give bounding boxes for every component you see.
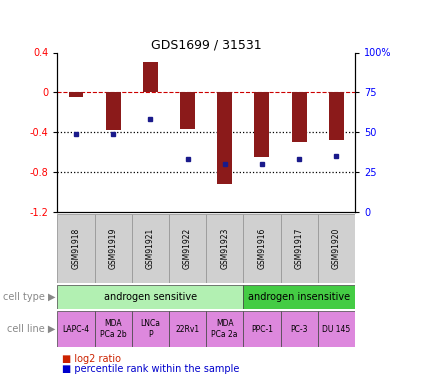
Text: LAPC-4: LAPC-4	[62, 324, 90, 334]
Bar	[169, 214, 206, 283]
Bar	[243, 285, 355, 309]
Bar	[280, 311, 317, 347]
Text: GSM91916: GSM91916	[258, 228, 266, 269]
Text: DU 145: DU 145	[322, 324, 350, 334]
Text: PPC-1: PPC-1	[251, 324, 273, 334]
Bar	[317, 311, 355, 347]
Bar	[57, 285, 243, 309]
Bar	[243, 311, 280, 347]
Text: 22Rv1: 22Rv1	[176, 324, 200, 334]
Text: ■ percentile rank within the sample: ■ percentile rank within the sample	[62, 364, 239, 374]
Text: GSM91920: GSM91920	[332, 228, 341, 269]
Bar	[206, 311, 243, 347]
Text: cell line ▶: cell line ▶	[7, 324, 55, 334]
Bar	[57, 214, 94, 283]
Text: androgen insensitive: androgen insensitive	[248, 292, 350, 302]
Bar	[280, 214, 317, 283]
Text: MDA
PCa 2a: MDA PCa 2a	[212, 320, 238, 339]
Bar	[329, 92, 344, 140]
Bar	[94, 311, 132, 347]
Bar	[255, 92, 269, 157]
Bar	[169, 311, 206, 347]
Bar	[132, 311, 169, 347]
Text: PC-3: PC-3	[290, 324, 308, 334]
Bar	[143, 63, 158, 92]
Bar	[180, 92, 195, 129]
Text: GSM91922: GSM91922	[183, 228, 192, 269]
Bar	[217, 92, 232, 184]
Text: LNCa
P: LNCa P	[140, 320, 160, 339]
Text: GSM91917: GSM91917	[295, 228, 303, 269]
Text: GSM91918: GSM91918	[71, 228, 80, 269]
Bar	[94, 214, 132, 283]
Bar	[243, 214, 280, 283]
Bar	[57, 311, 94, 347]
Title: GDS1699 / 31531: GDS1699 / 31531	[151, 38, 261, 51]
Bar	[292, 92, 306, 142]
Text: MDA
PCa 2b: MDA PCa 2b	[100, 320, 127, 339]
Bar	[106, 92, 121, 130]
Bar	[317, 214, 355, 283]
Bar	[132, 214, 169, 283]
Text: GSM91919: GSM91919	[109, 228, 118, 269]
Text: androgen sensitive: androgen sensitive	[104, 292, 197, 302]
Text: GSM91923: GSM91923	[220, 228, 229, 269]
Bar	[206, 214, 243, 283]
Text: cell type ▶: cell type ▶	[3, 292, 55, 302]
Text: GSM91921: GSM91921	[146, 228, 155, 269]
Text: ■ log2 ratio: ■ log2 ratio	[62, 354, 121, 364]
Bar	[68, 92, 83, 98]
